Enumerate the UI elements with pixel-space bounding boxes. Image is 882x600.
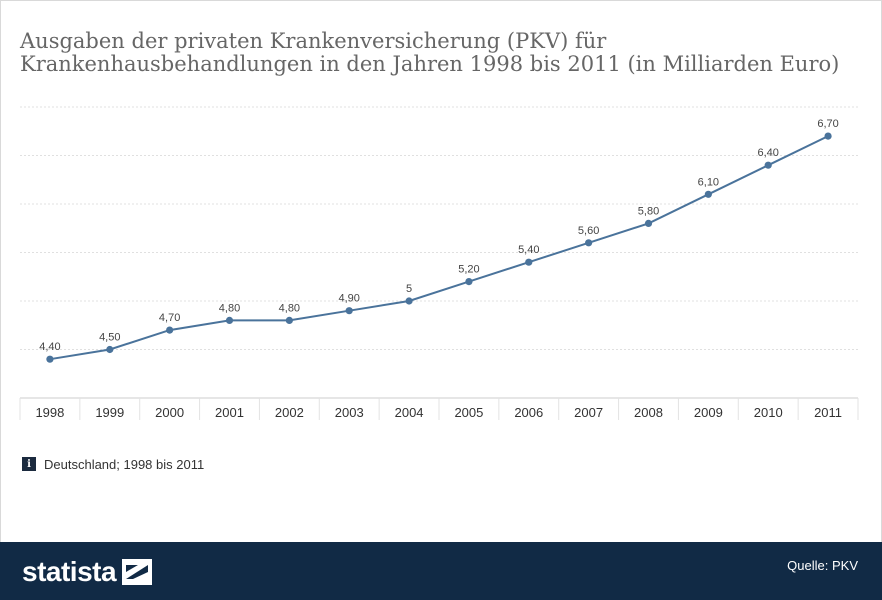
data-label: 5,80 (638, 205, 659, 217)
x-tick-label: 2001 (215, 405, 244, 420)
footer-bar: statista Quelle: PKV (0, 542, 882, 600)
data-point (525, 258, 533, 266)
x-tick-label: 2009 (694, 405, 723, 420)
data-label: 5,20 (458, 264, 479, 276)
data-point (405, 297, 413, 305)
x-tick-label: 2010 (754, 405, 783, 420)
data-label: 6,70 (817, 118, 838, 130)
data-point (824, 132, 832, 140)
x-axis (19, 397, 859, 420)
data-label: 4,90 (339, 293, 360, 305)
data-label: 6,40 (758, 147, 779, 159)
statista-logo-icon (122, 559, 153, 585)
line-chart: 1998 1999 2000 2001 2002 2003 2004 2005 2006 2007… (19, 106, 859, 420)
x-tick-label: 2003 (335, 405, 364, 420)
x-tick-labels: 1998 1999 2000 2001 2002 2003 2004 2005 2006 2007… (35, 405, 842, 420)
x-tick-label: 2008 (634, 405, 663, 420)
x-tick-label: 2000 (155, 405, 184, 420)
data-point (585, 239, 593, 247)
data-label: 5,60 (578, 225, 599, 237)
x-tick-label: 1998 (35, 405, 64, 420)
data-label: 4,80 (219, 302, 240, 314)
data-label: 5 (406, 283, 412, 295)
x-tick-label: 2002 (275, 405, 304, 420)
data-point (166, 326, 174, 334)
data-label: 4,40 (39, 341, 60, 353)
data-labels: 4,40 4,50 4,70 4,80 4,80 4,90 5 5,20 5,40 5,60 5,8… (39, 118, 839, 353)
data-label: 4,70 (159, 312, 180, 324)
gridlines (20, 106, 858, 350)
series-line (49, 135, 829, 361)
data-label: 5,40 (518, 244, 539, 256)
info-icon[interactable]: i (22, 457, 36, 471)
data-point (764, 161, 772, 169)
data-point (225, 316, 234, 324)
x-tick-label: 2005 (454, 405, 483, 420)
data-point (345, 307, 353, 315)
data-point (46, 355, 54, 363)
x-tick-label: 2004 (395, 405, 424, 420)
x-tick-label: 2011 (814, 405, 842, 420)
source-text: Quelle: PKV (787, 558, 858, 573)
data-label: 4,50 (99, 332, 120, 344)
data-points (46, 132, 832, 363)
x-tick-label: 2006 (514, 405, 543, 420)
data-point (704, 190, 712, 198)
data-label: 4,80 (279, 302, 300, 314)
data-point (465, 278, 473, 286)
chart-title: Ausgaben der privaten Krankenversicherun… (20, 29, 840, 76)
logo-text: statista (22, 556, 117, 587)
x-tick-label: 1999 (95, 405, 124, 420)
x-tick-label: 2007 (574, 405, 603, 420)
statista-logo[interactable]: statista (22, 556, 153, 588)
data-point (644, 219, 653, 227)
data-point (285, 316, 293, 324)
data-point (106, 345, 114, 354)
data-label: 6,10 (698, 176, 719, 188)
note-text: Deutschland; 1998 bis 2011 (44, 456, 205, 472)
chart-note: i Deutschland; 1998 bis 2011 (22, 456, 204, 472)
